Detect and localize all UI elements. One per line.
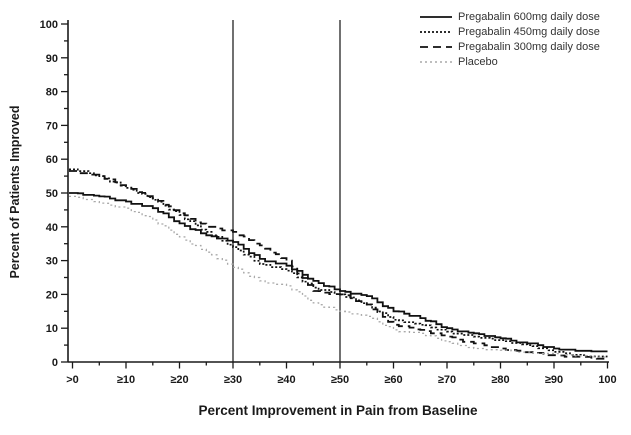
legend-marker-dotted-icon: [420, 60, 452, 63]
legend-marker-solid-icon: [420, 15, 452, 18]
legend-marker-dense-dotted-icon: [420, 30, 452, 33]
x-tick-label: ≥20: [170, 374, 188, 386]
x-tick-label: >0: [66, 374, 79, 386]
legend-label: Pregabalin 450mg daily dose: [458, 25, 600, 38]
y-tick-label: 0: [52, 357, 58, 369]
legend-item: Pregabalin 300mg daily dose: [419, 39, 600, 54]
y-tick-label: 20: [46, 289, 58, 301]
y-tick-label: 30: [46, 256, 58, 268]
series-line-0: [69, 192, 608, 353]
x-tick-label: ≥70: [438, 374, 456, 386]
legend-label: Pregabalin 600mg daily dose: [458, 10, 600, 23]
legend-marker-dashed-icon: [420, 45, 452, 48]
legend-item: Pregabalin 450mg daily dose: [419, 24, 600, 39]
chart-legend: Pregabalin 600mg daily dose Pregabalin 45…: [419, 9, 600, 69]
x-tick-label: ≥30: [224, 374, 242, 386]
x-tick-label: ≥40: [277, 374, 295, 386]
y-tick-label: 70: [46, 120, 58, 132]
legend-item: Placebo: [419, 54, 600, 69]
x-tick-label: ≥60: [384, 374, 402, 386]
y-tick-label: 40: [46, 222, 58, 234]
y-tick-label: 10: [46, 323, 58, 335]
x-tick-label: ≥80: [491, 374, 509, 386]
y-tick-label: 100: [40, 19, 58, 31]
legend-label: Placebo: [458, 55, 498, 68]
y-tick-label: 60: [46, 154, 58, 166]
x-tick-label: ≥50: [331, 374, 349, 386]
x-axis-title: Percent Improvement in Pain from Baselin…: [198, 403, 478, 418]
legend-item: Pregabalin 600mg daily dose: [419, 9, 600, 24]
y-tick-label: 90: [46, 53, 58, 65]
y-tick-label: 80: [46, 87, 58, 99]
chart-svg: 0 10 20 30 40 50 60 70 80 90 100 >0 ≥10 ≥20 ≥30 ≥40 ≥50 ≥…: [40, 19, 617, 386]
x-tick-label: 100: [598, 374, 616, 386]
x-tick-label: ≥90: [545, 374, 563, 386]
series-line-1: [69, 168, 608, 358]
legend-label: Pregabalin 300mg daily dose: [458, 40, 600, 53]
series-line-2: [69, 170, 608, 360]
series-line-3: [69, 195, 608, 358]
y-axis-title: Percent of Patients Improved: [8, 105, 22, 279]
y-tick-label: 50: [46, 188, 58, 200]
x-tick-label: ≥10: [117, 374, 135, 386]
